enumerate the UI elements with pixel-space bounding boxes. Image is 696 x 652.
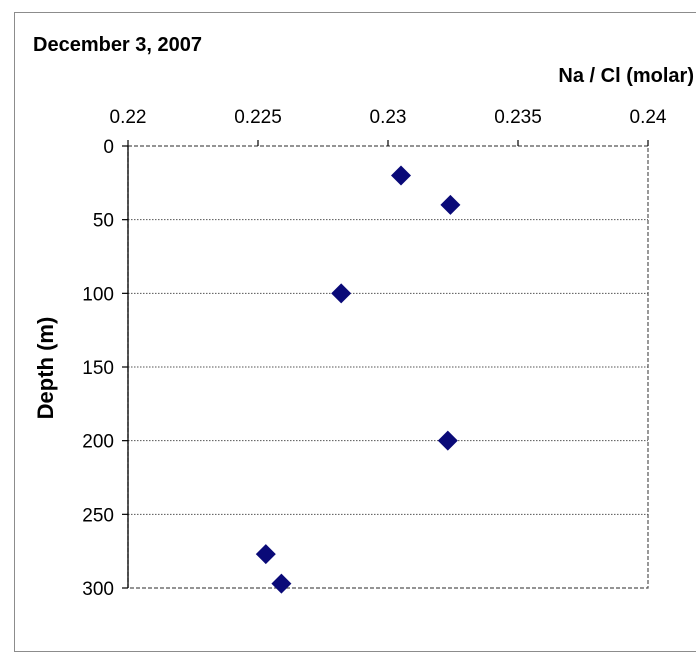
x-tick-label: 0.225	[234, 107, 282, 128]
chart-title: December 3, 2007	[33, 34, 202, 56]
data-point-marker	[440, 194, 461, 215]
y-tick-label: 250	[82, 505, 114, 526]
data-points	[255, 165, 461, 594]
y-tick-label: 200	[82, 432, 114, 453]
x-tick-label: 0.23	[370, 107, 407, 128]
x-tick-label: 0.22	[110, 107, 147, 128]
axis-layer	[122, 140, 649, 589]
data-point-marker	[391, 165, 411, 186]
data-point-marker	[255, 544, 276, 565]
y-tick-label: 0	[103, 137, 114, 158]
data-point-marker	[331, 283, 352, 304]
y-axis-label: Depth (m)	[33, 317, 58, 420]
y-tick-label: 300	[82, 579, 114, 600]
data-point-marker	[271, 573, 292, 594]
x-tick-label: 0.24	[630, 107, 667, 128]
x-tick-label: 0.235	[494, 107, 542, 128]
tick-labels: 0 50 100 150 200 250 300 0.22 0.225 0.23 0.235 0.24	[82, 107, 667, 600]
data-point-marker	[437, 430, 458, 451]
x-axis-label: Na / Cl (molar)	[558, 65, 694, 87]
grid-layer	[128, 219, 648, 515]
y-tick-label: 50	[93, 211, 114, 232]
y-tick-label: 150	[82, 358, 114, 379]
y-tick-label: 100	[82, 284, 114, 305]
chart-svg: December 3, 2007 Na / Cl (molar) Depth (…	[33, 34, 694, 600]
